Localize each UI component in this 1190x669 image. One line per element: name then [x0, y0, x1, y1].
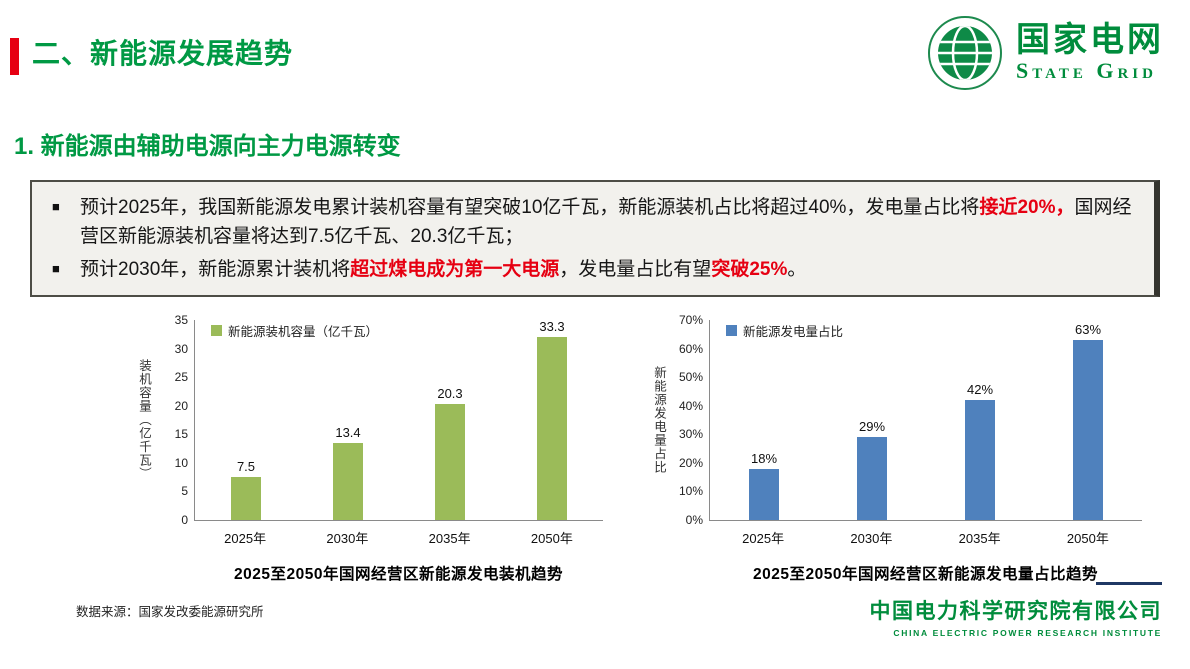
- bar-value-label: 33.3: [539, 319, 565, 334]
- x-tick-label: 2030年: [326, 531, 369, 546]
- bar-column: 29%: [818, 320, 926, 520]
- bar-value-label: 20.3: [437, 386, 463, 401]
- bar-column: 7.5: [195, 320, 297, 520]
- legend: 新能源装机容量（亿千瓦）: [211, 321, 378, 340]
- bar-value-label: 7.5: [236, 459, 256, 475]
- plot-column: 新能源发电量占比 18% 29% 42% 63% 2025年 2030年 2035年 205…: [709, 320, 1142, 584]
- institute-name-cn: 中国电力科学研究院有限公司: [869, 600, 1162, 623]
- y-tick-label: 20%: [678, 455, 703, 470]
- y-tick-label: 30: [174, 341, 188, 356]
- page-title: 二、新能源发展趋势: [32, 38, 294, 69]
- institute-accent-line: [1096, 582, 1162, 585]
- text-segment: 国网经营区新能源装机容量将达到7.5亿千瓦、20.3亿千瓦；: [80, 197, 1132, 248]
- y-tick-label: 5: [181, 484, 188, 499]
- bar-value-label: 63%: [1074, 322, 1102, 337]
- y-axis: 0 5 10 15 20 25 30 35: [154, 313, 194, 527]
- bar: [333, 443, 363, 520]
- text-segment: ，发电量占比有望: [559, 258, 712, 280]
- legend-label: 新能源发电量占比: [743, 325, 844, 339]
- y-tick-label: 60%: [678, 341, 703, 356]
- bar: [965, 400, 995, 520]
- generation-share-chart: 新能源发电量占比 0% 10% 20% 30% 40% 50% 60% 70% 新能源发电量占…: [650, 313, 1142, 584]
- legend: 新能源发电量占比: [726, 321, 843, 340]
- title-accent-bar: [10, 38, 19, 75]
- y-axis-title: 新能源发电量占比: [652, 366, 666, 474]
- bar-value-label: 13.4: [335, 425, 361, 441]
- x-tick-label: 2050年: [530, 531, 573, 546]
- x-tick-label: 2050年: [1066, 531, 1109, 546]
- y-tick-label: 25: [174, 370, 188, 385]
- y-tick-label: 0%: [685, 513, 703, 527]
- bullet-marker: ■: [52, 260, 60, 276]
- chart-body: 新能源发电量占比 0% 10% 20% 30% 40% 50% 60% 70% 新能源发电量占…: [650, 313, 1142, 584]
- bullet-text: 预计2030年，新能源累计装机将超过煤电成为第一大电源，发电量占比有望突破25%…: [80, 255, 1138, 284]
- y-tick-label: 35: [174, 313, 188, 327]
- y-axis-title: 装机容量（亿千瓦）: [137, 359, 151, 481]
- y-tick-label: 50%: [678, 370, 703, 385]
- institute-name-en: CHINA ELECTRIC POWER RESEARCH INSTITUTE: [893, 628, 1162, 638]
- chart-caption: 2025至2050年国网经营区新能源发电量占比趋势: [753, 566, 1098, 583]
- bar-column: 33.3: [501, 320, 603, 520]
- logo-name-cn: 国家电网: [1016, 21, 1164, 60]
- highlight-segment: 超过煤电成为第一大电源: [350, 258, 560, 280]
- bar-column: 18%: [710, 320, 818, 520]
- key-points-box: ■ 预计2025年，我国新能源发电累计装机容量有望突破10亿千瓦，新能源装机占比…: [30, 180, 1160, 298]
- bar: [1073, 340, 1103, 520]
- highlight-segment: 接近20%，: [979, 197, 1075, 218]
- bullet-item: ■ 预计2025年，我国新能源发电累计装机容量有望突破10亿千瓦，新能源装机占比…: [52, 193, 1138, 252]
- text-segment: 。: [787, 258, 807, 280]
- state-grid-globe-icon: [928, 16, 1002, 90]
- bar-value-label: 18%: [750, 450, 778, 466]
- chart-body: 装机容量（亿千瓦） 0 5 10 15 20 25 30 35 新能源装机容量（亿千瓦） 7.…: [135, 313, 603, 584]
- legend-swatch: [211, 325, 222, 336]
- y-tick-label: 20: [174, 398, 188, 413]
- bar: [857, 437, 887, 520]
- logo-text: 国家电网 State Grid: [1016, 21, 1164, 83]
- state-grid-logo: 国家电网 State Grid: [926, 14, 1164, 92]
- text-segment: 预计2025年，我国新能源发电累计装机容量有望突破10亿千瓦，新能源装机占比将超…: [80, 197, 980, 218]
- y-axis: 0% 10% 20% 30% 40% 50% 60% 70%: [669, 313, 709, 527]
- bar: [537, 337, 567, 520]
- plot-column: 新能源装机容量（亿千瓦） 7.5 13.4 20.3 33.3 2025年 2030年 2…: [194, 320, 603, 584]
- legend-label: 新能源装机容量（亿千瓦）: [228, 325, 379, 339]
- bullet-text: 预计2025年，我国新能源发电累计装机容量有望突破10亿千瓦，新能源装机占比将超…: [80, 193, 1138, 252]
- y-tick-label: 10: [174, 455, 188, 470]
- plot-area: 新能源发电量占比 18% 29% 42% 63%: [709, 320, 1142, 521]
- plot-area: 新能源装机容量（亿千瓦） 7.5 13.4 20.3 33.3: [194, 320, 603, 521]
- logo-name-en: State Grid: [1016, 57, 1157, 83]
- y-tick-label: 40%: [678, 398, 703, 413]
- data-source-note: 数据来源：国家发改委能源研究所: [76, 605, 264, 619]
- bar-value-label: 42%: [966, 382, 994, 397]
- bar-column: 42%: [926, 320, 1034, 520]
- bar-column: 63%: [1034, 320, 1142, 520]
- x-axis-labels: 2025年 2030年 2035年 2050年: [194, 521, 603, 547]
- bar: [231, 477, 261, 520]
- institute-block: 中国电力科学研究院有限公司 CHINA ELECTRIC POWER RESEA…: [869, 582, 1162, 638]
- bar: [435, 404, 465, 520]
- x-axis-labels: 2025年 2030年 2035年 2050年: [709, 521, 1142, 547]
- bar: [749, 468, 779, 520]
- bar-column: 13.4: [297, 320, 399, 520]
- y-tick-label: 30%: [678, 427, 703, 442]
- bullet-item: ■ 预计2030年，新能源累计装机将超过煤电成为第一大电源，发电量占比有望突破2…: [52, 255, 1138, 284]
- chart-caption: 2025至2050年国网经营区新能源发电装机趋势: [234, 566, 563, 583]
- y-tick-label: 0: [181, 513, 188, 527]
- x-tick-label: 2025年: [224, 531, 267, 546]
- bar-value-label: 29%: [858, 419, 886, 435]
- bar-column: 20.3: [399, 320, 501, 520]
- text-segment: 预计2030年，新能源累计装机将: [80, 258, 351, 280]
- legend-swatch: [726, 325, 737, 336]
- y-tick-label: 10%: [678, 484, 703, 499]
- x-tick-label: 2035年: [958, 531, 1001, 546]
- bullet-marker: ■: [52, 199, 60, 214]
- installed-capacity-chart: 装机容量（亿千瓦） 0 5 10 15 20 25 30 35 新能源装机容量（亿千瓦） 7.…: [135, 313, 603, 584]
- x-tick-label: 2025年: [742, 531, 785, 546]
- x-tick-label: 2035年: [428, 531, 471, 546]
- x-tick-label: 2030年: [850, 531, 893, 546]
- section-title: 1. 新能源由辅助电源向主力电源转变: [14, 133, 401, 160]
- y-tick-label: 15: [174, 427, 188, 442]
- highlight-segment: 突破25%: [711, 258, 788, 280]
- y-tick-label: 70%: [678, 313, 703, 327]
